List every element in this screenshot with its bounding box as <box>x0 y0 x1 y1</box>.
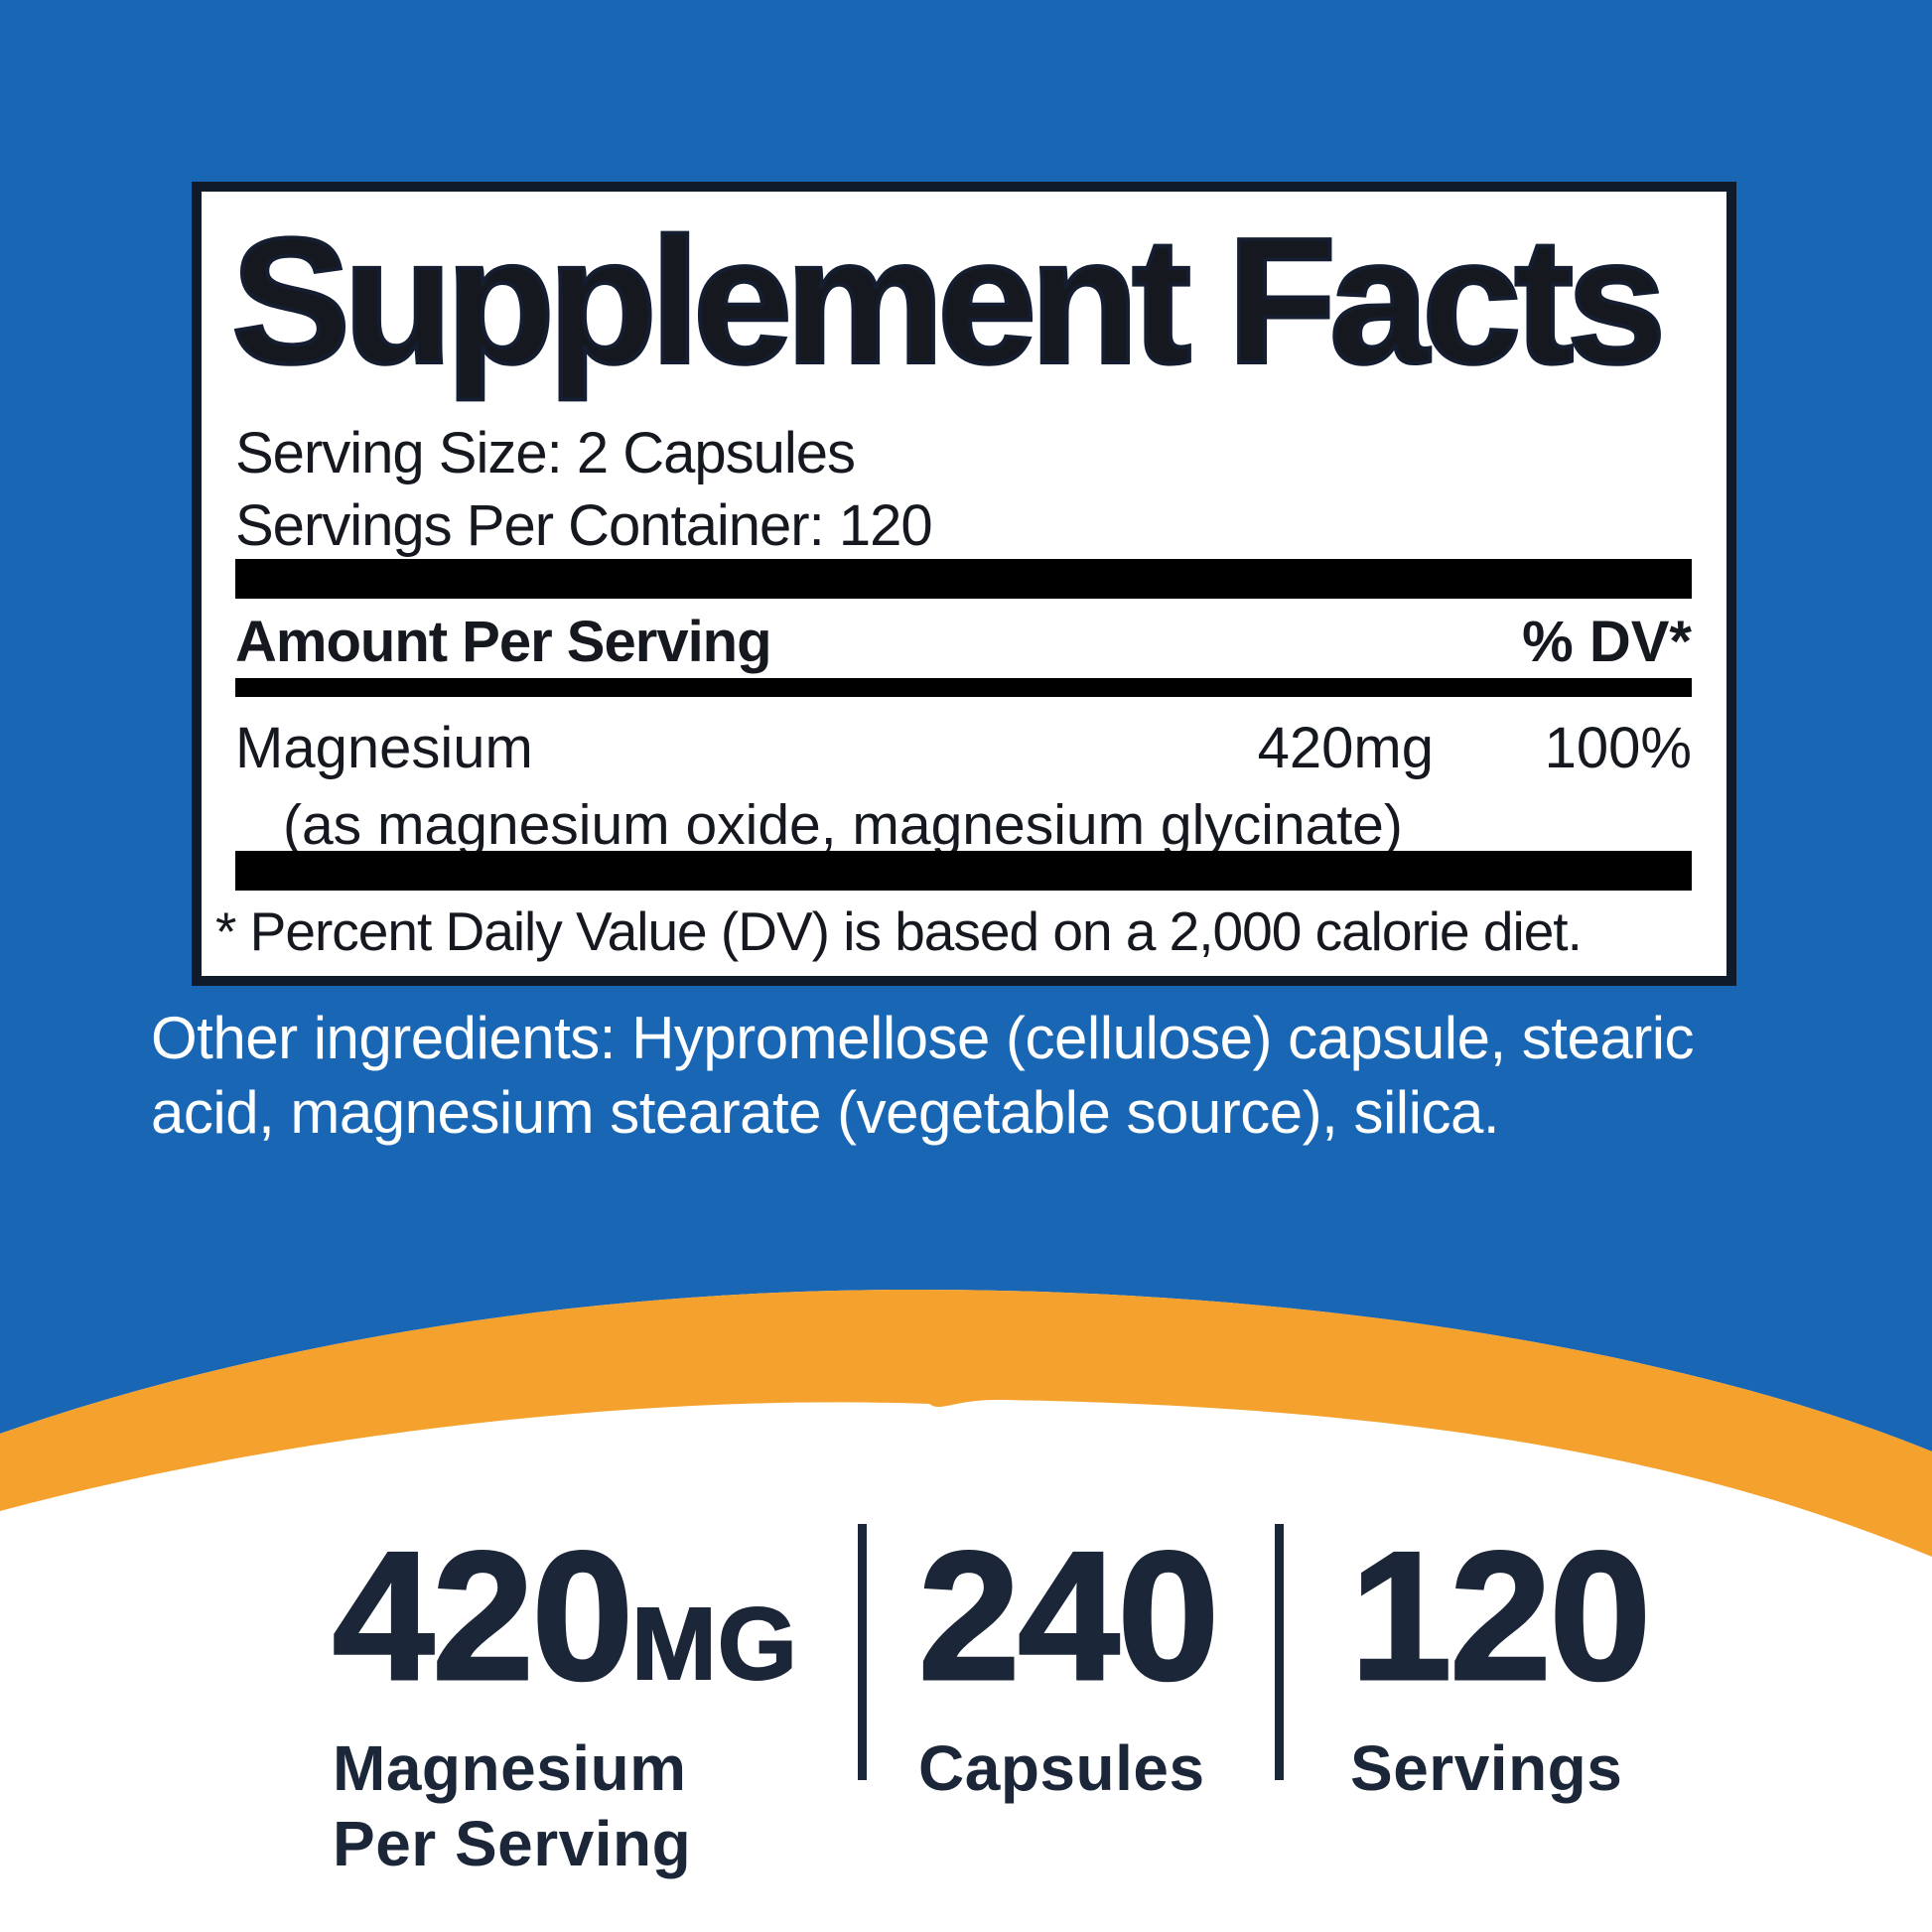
stat-divider <box>858 1524 867 1780</box>
stat-capsule-count: 240 Capsules <box>917 1523 1221 1806</box>
amount-per-serving-header: Amount Per Serving <box>235 610 772 674</box>
ingredient-detail: (as magnesium oxide, magnesium glycinate… <box>283 793 1403 857</box>
divider-bar-thick-bottom <box>235 851 1692 891</box>
stat-number: 240 <box>917 1513 1221 1718</box>
ingredient-amount: 420mg <box>1257 716 1434 780</box>
stat-value: 420MG <box>332 1523 798 1709</box>
servings-per-container-line: Servings Per Container: 120 <box>235 493 933 558</box>
stat-serving-count: 120 Servings <box>1349 1523 1653 1806</box>
product-stats-row: 420MG Magnesium Per Serving 240 Capsules… <box>0 1523 1932 1880</box>
stat-label-line: Servings <box>1350 1732 1623 1804</box>
stat-label: Capsules <box>918 1730 1217 1806</box>
orange-swoosh <box>0 1289 1932 1557</box>
stat-label-line: Per Serving <box>333 1808 692 1879</box>
serving-size-line: Serving Size: 2 Capsules <box>235 421 856 485</box>
stat-unit: MG <box>630 1587 798 1701</box>
stat-divider <box>1275 1524 1284 1780</box>
stat-value: 240 <box>917 1523 1221 1709</box>
ingredient-name: Magnesium <box>235 716 533 780</box>
stat-magnesium-per-serving: 420MG Magnesium Per Serving <box>332 1523 798 1881</box>
stat-label: Magnesium Per Serving <box>333 1730 798 1881</box>
stat-number: 120 <box>1349 1513 1653 1718</box>
panel-title: Supplement Facts <box>229 200 1668 403</box>
divider-bar-thick-top <box>235 559 1692 599</box>
other-ingredients-line: Other ingredients: Hypromellose (cellulo… <box>151 1005 1695 1071</box>
other-ingredients-line: acid, magnesium stearate (vegetable sour… <box>151 1079 1499 1146</box>
other-ingredients-paragraph: Other ingredients: Hypromellose (cellulo… <box>151 1001 1859 1150</box>
stat-value: 120 <box>1349 1523 1653 1709</box>
stat-number: 420 <box>332 1513 635 1718</box>
stat-label-line: Capsules <box>918 1732 1205 1804</box>
supplement-facts-panel: Supplement Facts Serving Size: 2 Capsule… <box>192 182 1736 986</box>
stat-label-line: Magnesium <box>333 1732 687 1804</box>
percent-dv-header: % DV* <box>1522 610 1692 674</box>
ingredient-dv: 100% <box>1544 716 1692 780</box>
stat-label: Servings <box>1350 1730 1649 1806</box>
divider-bar-thin <box>235 678 1692 697</box>
dv-footnote: * Percent Daily Value (DV) is based on a… <box>215 900 1583 962</box>
